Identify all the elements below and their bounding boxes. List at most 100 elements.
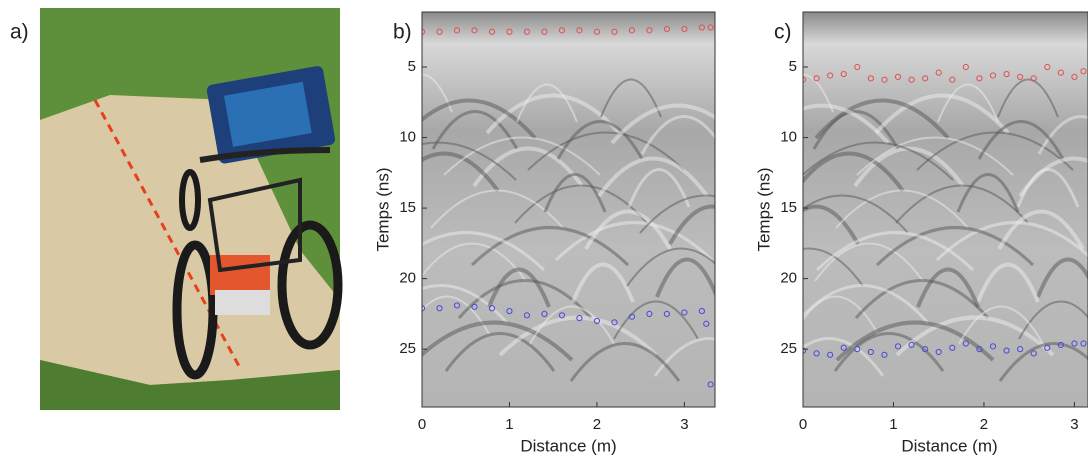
pick-point <box>558 312 566 319</box>
pick-point <box>922 75 929 82</box>
reflection <box>431 110 519 150</box>
pick-point <box>422 305 426 312</box>
pick-point <box>1017 346 1024 353</box>
reflection <box>422 242 527 282</box>
pick-point <box>453 302 461 309</box>
pick-point <box>681 309 688 316</box>
x-tick-label: 1 <box>889 416 897 433</box>
reflection <box>854 279 990 319</box>
reflection <box>470 226 630 267</box>
pick-point <box>881 351 888 358</box>
pick-point <box>989 72 997 79</box>
pick-point <box>707 381 714 388</box>
y-tick-label: 15 <box>780 199 797 216</box>
reflection <box>937 83 999 123</box>
x-tick-label: 1 <box>505 416 513 433</box>
pick-point <box>471 303 478 310</box>
x-tick-label: 3 <box>680 416 688 433</box>
reflection <box>527 131 685 171</box>
photo <box>40 8 343 410</box>
pick-point <box>894 343 902 350</box>
radargram <box>803 12 1088 407</box>
pick-point <box>541 28 548 35</box>
pick-point <box>1030 75 1037 82</box>
pick-point <box>436 28 443 35</box>
y-tick-label: 5 <box>408 58 416 75</box>
pick-point <box>1003 347 1010 354</box>
reflection <box>1018 300 1088 340</box>
pick-point <box>523 28 531 35</box>
reflection <box>422 73 453 113</box>
pick-point <box>523 312 531 319</box>
pick-point <box>681 25 688 33</box>
reflection <box>803 73 834 113</box>
reflection <box>472 146 584 188</box>
pick-point <box>1071 73 1078 80</box>
x-tick-label: 0 <box>418 416 426 433</box>
pick-point <box>935 69 942 76</box>
reflection <box>556 120 644 160</box>
reflection <box>444 332 556 372</box>
x-tick-label: 2 <box>980 416 988 433</box>
reflection <box>516 83 578 123</box>
reflection <box>895 184 1029 224</box>
reflection <box>833 332 945 372</box>
pick-point <box>646 310 653 317</box>
pick-point <box>949 76 956 83</box>
pick-point <box>1017 73 1024 80</box>
pick-point <box>827 351 834 358</box>
pick-point <box>908 76 915 83</box>
reflection <box>422 98 537 140</box>
reflection <box>1036 257 1088 298</box>
pick-point <box>827 72 834 79</box>
pick-point <box>698 307 705 315</box>
reflection <box>655 257 715 298</box>
pick-point <box>453 27 461 34</box>
reflection <box>422 284 509 324</box>
pick-point <box>488 305 496 312</box>
reflection <box>812 110 900 150</box>
pick-point <box>541 310 548 317</box>
reflection <box>430 189 564 229</box>
reflection <box>422 295 490 335</box>
pick-point <box>1044 344 1051 351</box>
plot-frame <box>802 11 1088 408</box>
reflection <box>554 221 714 262</box>
reflection <box>875 226 1035 267</box>
reflection <box>803 103 890 145</box>
pick-point <box>976 346 983 353</box>
pick-point <box>488 28 496 35</box>
reflection <box>895 315 1055 357</box>
reflection <box>653 337 715 377</box>
pick-point <box>703 320 710 327</box>
reflection <box>543 173 607 213</box>
pick-point <box>1057 341 1064 349</box>
pick-point <box>663 25 670 33</box>
reflection <box>529 305 615 345</box>
reflection <box>485 93 621 135</box>
reflection <box>916 267 980 308</box>
y-axis-label: Temps (ns) <box>754 167 773 251</box>
pick-point <box>663 310 670 317</box>
reflection <box>977 120 1065 160</box>
reflection <box>457 279 593 319</box>
pick-point <box>894 73 902 80</box>
reflection <box>916 131 1074 171</box>
reflection <box>627 168 691 208</box>
y-tick-label: 20 <box>399 270 416 287</box>
pick-point <box>949 344 956 351</box>
x-tick-label: 3 <box>1070 416 1078 433</box>
pick-point <box>840 344 847 351</box>
pick-point <box>813 75 820 82</box>
reflection <box>997 209 1085 250</box>
reflection <box>626 247 715 287</box>
reflection <box>997 78 1059 118</box>
y-tick-label: 10 <box>399 129 416 146</box>
pick-point <box>628 313 636 320</box>
reflection <box>597 156 709 198</box>
pick-point <box>436 305 443 312</box>
pick-point <box>1003 70 1010 78</box>
y-tick-label: 25 <box>399 340 416 357</box>
pick-point <box>611 319 618 326</box>
